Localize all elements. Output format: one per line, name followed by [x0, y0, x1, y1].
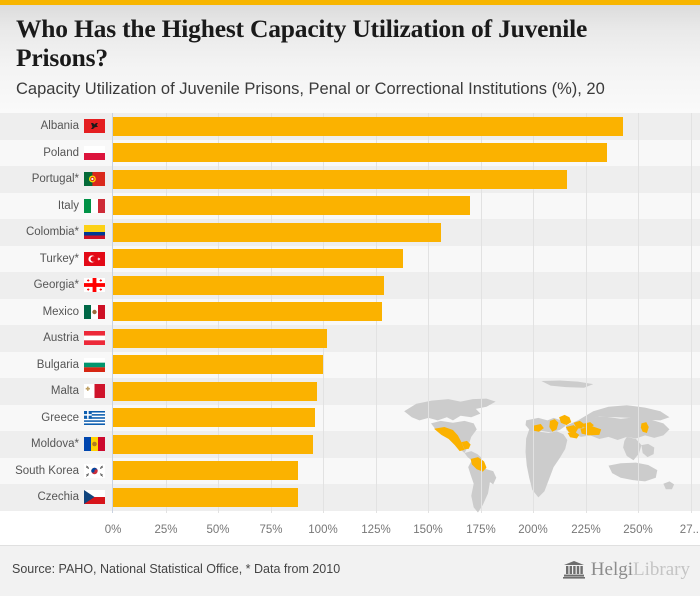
top-accent-bar: [0, 0, 700, 5]
colombia-flag-icon: [84, 225, 105, 240]
category-labels: Albania Poland Portugal* Italy Colombia* Turk…: [0, 113, 112, 513]
category-name: Moldova*: [31, 438, 79, 451]
category-label-austria: Austria: [0, 325, 108, 352]
x-axis: 0% 25% 50% 75% 100% 125% 150% 175% 200% 225% 250% 2…: [0, 513, 700, 545]
category-label-albania: Albania: [0, 113, 108, 140]
category-label-greece: Greece: [0, 405, 108, 432]
category-name: Malta: [50, 385, 79, 398]
x-tick-label: 175%: [466, 524, 496, 536]
x-tick-label: 100%: [308, 524, 338, 536]
austria-flag-icon: [84, 331, 105, 346]
bar-bulgaria: [113, 355, 323, 375]
bar-italy: [113, 196, 470, 216]
category-name: Colombia*: [25, 226, 79, 239]
brand-name-primary: Helgi: [590, 559, 634, 580]
category-name: Poland: [43, 146, 79, 159]
bar-mexico: [113, 302, 382, 322]
bar-colombia: [113, 222, 441, 242]
y-axis-line: [112, 113, 113, 513]
x-tick-label: 150%: [413, 524, 443, 536]
category-label-colombia: Colombia*: [0, 219, 108, 246]
gridline: [533, 113, 534, 513]
category-label-czechia: Czechia: [0, 484, 108, 511]
bar-poland: [113, 143, 607, 163]
bar-series: [0, 113, 700, 513]
category-name: Georgia*: [33, 279, 79, 292]
bar-greece: [113, 408, 315, 428]
category-label-malta: Malta: [0, 378, 108, 405]
bar-albania: [113, 116, 624, 136]
category-label-turkey: Turkey*: [0, 246, 108, 273]
category-name: Mexico: [42, 305, 79, 318]
moldova-flag-icon: [84, 437, 105, 452]
bar-turkey: [113, 249, 403, 269]
x-tick-label: 25%: [154, 524, 178, 536]
category-label-poland: Poland: [0, 140, 108, 167]
portugal-flag-icon: [84, 172, 105, 187]
source-note: Source: PAHO, National Statistical Offic…: [12, 562, 341, 576]
category-name: Albania: [40, 120, 79, 133]
x-tick-label: 50%: [206, 524, 230, 536]
x-tick-label: 27...: [679, 524, 700, 536]
mexico-flag-icon: [84, 304, 105, 319]
category-name: South Korea: [15, 464, 79, 477]
chart-footer: Source: PAHO, National Statistical Offic…: [0, 545, 700, 596]
category-name: Greece: [41, 411, 79, 424]
x-tick-label: 0%: [104, 524, 122, 536]
bulgaria-flag-icon: [84, 357, 105, 372]
bar-czechia: [113, 487, 298, 507]
x-tick-label: 225%: [571, 524, 601, 536]
category-label-georgia: Georgia*: [0, 272, 108, 299]
bar-malta: [113, 381, 317, 401]
chart-area: Albania Poland Portugal* Italy Colombia* Turk…: [0, 113, 700, 545]
bar-austria: [113, 328, 328, 348]
category-name: Bulgaria: [36, 358, 79, 371]
south-korea-flag-icon: [84, 463, 105, 478]
georgia-flag-icon: [84, 278, 105, 293]
gridline: [428, 113, 429, 513]
malta-flag-icon: [84, 384, 105, 399]
category-label-bulgaria: Bulgaria: [0, 352, 108, 379]
category-label-portugal: Portugal*: [0, 166, 108, 193]
brand-name-secondary: Library: [633, 559, 690, 580]
poland-flag-icon: [84, 145, 105, 160]
gridline: [691, 113, 692, 513]
category-name: Portugal*: [31, 173, 79, 186]
x-tick-label: 75%: [259, 524, 283, 536]
bar-georgia: [113, 275, 384, 295]
category-label-moldova: Moldova*: [0, 431, 108, 458]
gridline: [638, 113, 639, 513]
page-subtitle: Capacity Utilization of Juvenile Prisons…: [16, 80, 605, 98]
x-tick-label: 200%: [518, 524, 548, 536]
category-name: Czechia: [37, 491, 79, 504]
category-label-italy: Italy: [0, 193, 108, 220]
turkey-flag-icon: [84, 251, 105, 266]
brand-logo-group[interactable]: HelgiLibrary: [562, 559, 690, 580]
x-tick-label: 250%: [623, 524, 653, 536]
italy-flag-icon: [84, 198, 105, 213]
category-name: Turkey*: [39, 252, 79, 265]
x-tick-label: 125%: [361, 524, 391, 536]
bar-moldova: [113, 434, 313, 454]
albania-flag-icon: [84, 119, 105, 134]
category-label-mexico: Mexico: [0, 299, 108, 326]
bar-portugal: [113, 169, 567, 189]
library-building-icon: [562, 561, 585, 579]
category-name: Austria: [43, 332, 79, 345]
bar-south-korea: [113, 461, 298, 481]
gridline: [586, 113, 587, 513]
czechia-flag-icon: [84, 490, 105, 505]
category-name: Italy: [57, 199, 79, 212]
category-label-south-korea: South Korea: [0, 458, 108, 485]
gridline: [481, 113, 482, 513]
greece-flag-icon: [84, 410, 105, 425]
plot-region: Albania Poland Portugal* Italy Colombia* Turk…: [0, 113, 700, 545]
chart-header: Who Has the Highest Capacity Utilization…: [0, 5, 700, 113]
page-title: Who Has the Highest Capacity Utilization…: [16, 14, 594, 72]
